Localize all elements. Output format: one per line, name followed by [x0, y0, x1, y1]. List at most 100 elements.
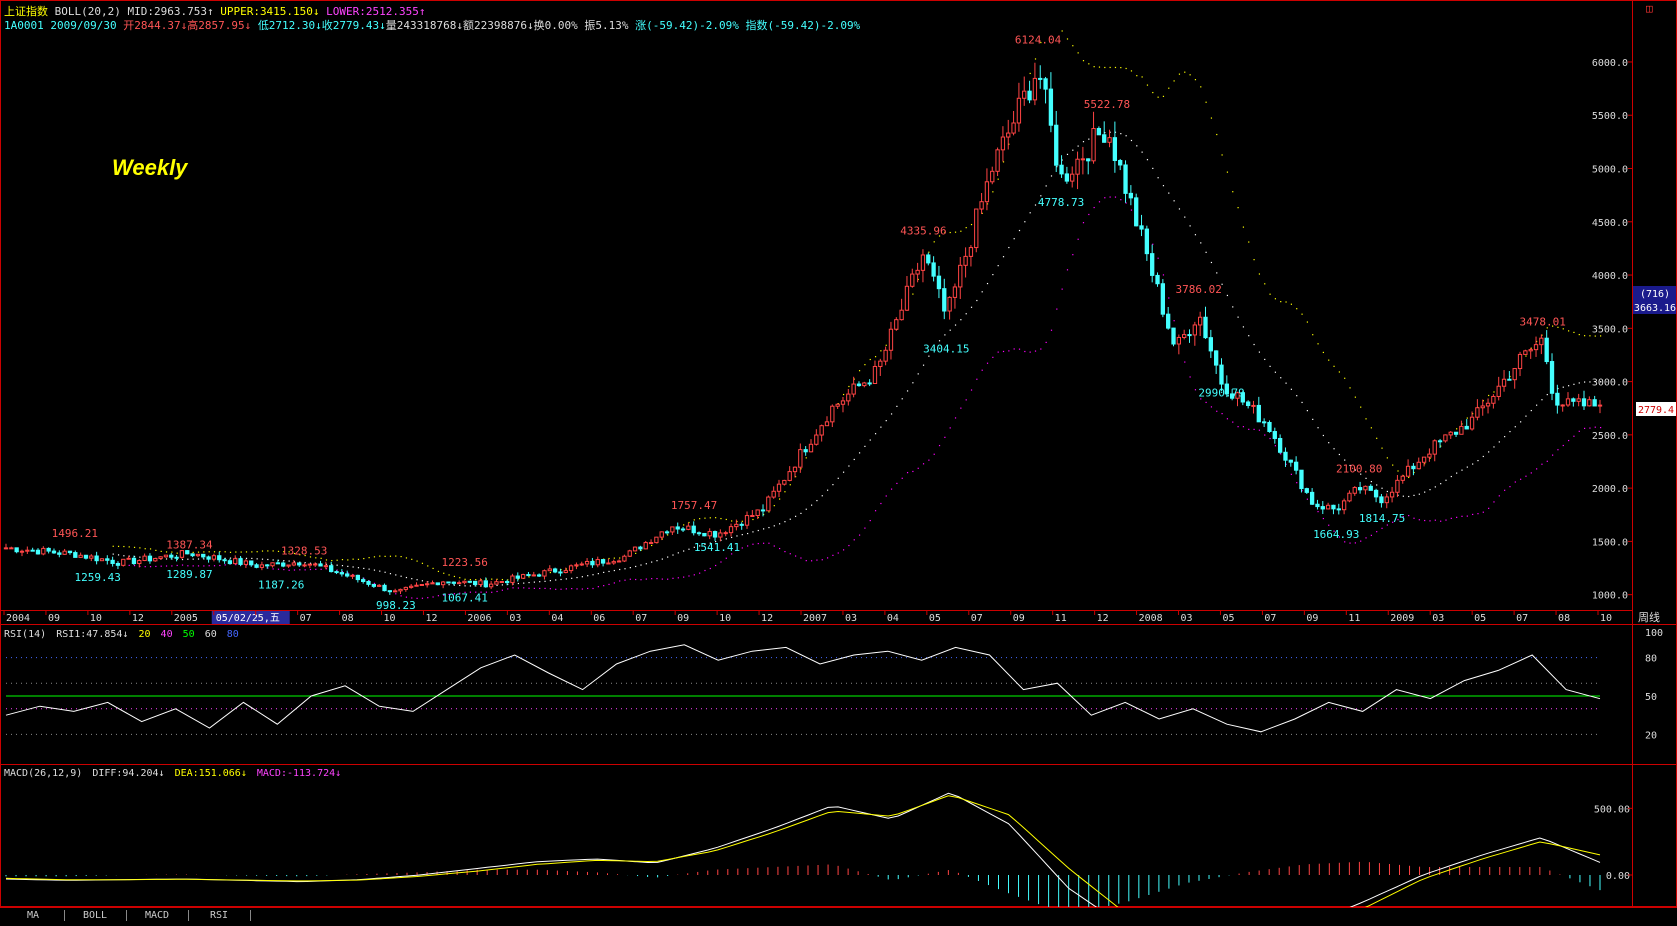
- boll-mid-dot: [427, 581, 429, 583]
- price-label: 3000.0: [1592, 378, 1628, 389]
- boll-lower-dot: [1530, 472, 1532, 474]
- boll-lower-dot: [1589, 427, 1591, 429]
- boll-lower-dot: [1120, 199, 1122, 201]
- boll-lower-dot: [821, 559, 823, 561]
- boll-mid-dot: [1013, 238, 1015, 240]
- tab-ma[interactable]: MA: [2, 910, 65, 921]
- candle-down: [46, 547, 51, 552]
- boll-upper-dot: [304, 554, 306, 557]
- candle-up: [792, 466, 798, 473]
- boll-mid-dot: [837, 477, 839, 479]
- candle-up: [153, 557, 158, 562]
- boll-upper-dot: [1232, 191, 1234, 193]
- boll-lower-dot: [954, 417, 957, 419]
- boll-upper-dot: [192, 551, 194, 553]
- boll-mid-dot: [1194, 234, 1197, 236]
- tab-rsi[interactable]: RSI: [188, 910, 251, 921]
- boll-mid-dot: [389, 573, 392, 575]
- boll-lower-dot: [933, 453, 935, 455]
- candle-down: [339, 572, 345, 575]
- boll-lower-dot: [816, 559, 818, 561]
- boll-mid-dot: [1258, 351, 1261, 353]
- candle-down: [552, 568, 558, 573]
- time-label: 03: [509, 613, 521, 624]
- boll-mid-dot: [629, 567, 631, 569]
- boll-lower-dot: [443, 594, 445, 596]
- high-annotation: 1496.21: [52, 527, 98, 540]
- tab-macd[interactable]: MACD: [126, 910, 189, 921]
- candle-up: [19, 550, 25, 553]
- boll-lower-dot: [1200, 398, 1202, 400]
- boll-lower-dot: [1584, 427, 1586, 429]
- amount-value: 额22398876↓: [463, 19, 534, 32]
- boll-upper-dot: [704, 517, 706, 519]
- boll-upper-dot: [1541, 334, 1543, 336]
- boll-lower-dot: [624, 579, 626, 581]
- boll-mid-dot: [693, 546, 695, 548]
- boll-upper-dot: [1008, 143, 1010, 145]
- candle-down: [1139, 225, 1144, 230]
- candle-up: [819, 425, 824, 436]
- boll-upper-dot: [1376, 437, 1378, 439]
- boll-lower-dot: [880, 502, 882, 505]
- boll-upper-dot: [389, 555, 392, 557]
- boll-mid-dot: [555, 579, 557, 581]
- candle-down: [691, 525, 696, 534]
- candle-up: [952, 286, 958, 298]
- boll-upper-dot: [1392, 464, 1394, 466]
- boll-mid-dot: [1482, 455, 1484, 458]
- boll-upper-dot: [1162, 95, 1165, 97]
- boll-lower-dot: [970, 389, 973, 391]
- close-value: 收2779.43↓: [321, 19, 386, 32]
- boll-mid-dot: [517, 582, 519, 585]
- boll-lower-dot: [1360, 540, 1362, 542]
- candle-down: [1309, 491, 1315, 505]
- boll-upper-dot: [272, 550, 274, 552]
- candle-up: [851, 383, 856, 395]
- boll-lower-dot: [1408, 514, 1410, 517]
- candle-down: [174, 556, 179, 559]
- boll-mid-dot: [976, 299, 978, 302]
- boll-upper-dot: [219, 550, 221, 553]
- boll-lower-dot: [1552, 454, 1554, 456]
- boll-mid-dot: [1050, 175, 1053, 177]
- boll-mid-dot: [165, 558, 168, 560]
- boll-lower-dot: [187, 565, 189, 567]
- boll-lower-dot: [1056, 308, 1058, 310]
- chart-svg[interactable]: 2004 09 10 12 2005 05/02/25,五5 07 08 10 12 2006 03 0…: [0, 0, 1677, 907]
- boll-lower-dot: [1600, 426, 1602, 429]
- boll-lower-dot: [1093, 206, 1095, 209]
- candle-up: [744, 515, 750, 526]
- boll-mid-dot: [176, 558, 178, 560]
- candle-up: [883, 349, 888, 362]
- high-annotation: 1328.53: [281, 545, 327, 558]
- boll-upper-dot: [608, 557, 610, 560]
- boll-mid-dot: [416, 579, 418, 581]
- boll-upper-dot: [1472, 413, 1474, 415]
- boll-lower-dot: [1568, 439, 1570, 442]
- candle-down: [355, 574, 361, 581]
- boll-lower-dot: [496, 590, 498, 593]
- candle-down: [169, 554, 174, 558]
- boll-lower-dot: [459, 592, 461, 594]
- boll-lower-dot: [874, 510, 877, 512]
- amplitude-value: 振5.13%: [584, 19, 629, 32]
- boll-lower-dot: [1013, 348, 1015, 350]
- boll-upper-dot: [1141, 76, 1143, 78]
- boll-mid-dot: [779, 523, 781, 525]
- window-marker-icon[interactable]: ◫: [1646, 2, 1653, 15]
- candle-down: [856, 383, 862, 387]
- boll-lower-dot: [1024, 350, 1026, 353]
- candle-up: [1597, 404, 1603, 407]
- candle-down: [1272, 431, 1277, 439]
- candle-up: [41, 547, 46, 555]
- boll-upper-dot: [1269, 293, 1271, 295]
- boll-upper-dot: [1093, 66, 1095, 68]
- boll-lower-dot: [672, 577, 674, 579]
- boll-mid-dot: [1066, 153, 1069, 155]
- boll-lower-dot: [1226, 418, 1229, 420]
- tab-boll[interactable]: BOLL: [64, 910, 127, 921]
- candle-up: [25, 549, 30, 552]
- boll-lower-dot: [315, 568, 317, 570]
- boll-upper-dot: [133, 546, 136, 548]
